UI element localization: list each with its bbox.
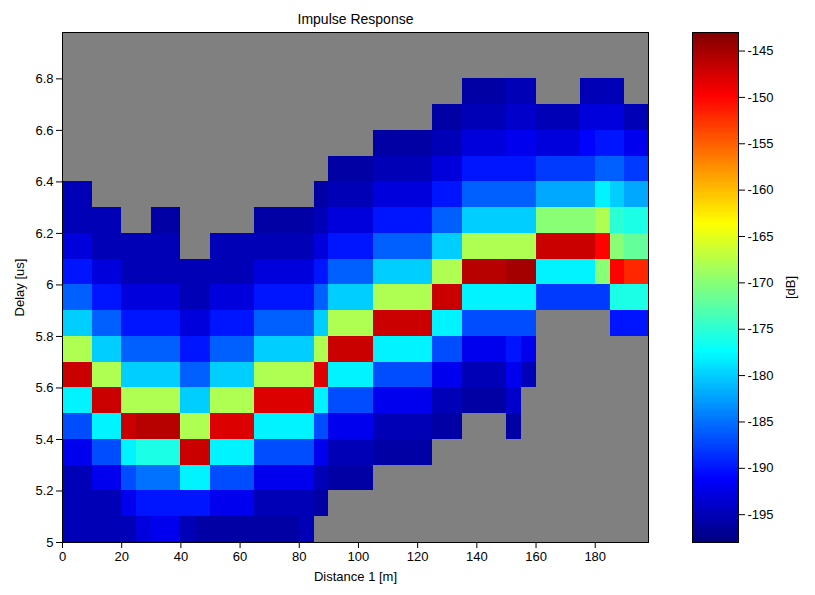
svg-text:0: 0 xyxy=(59,549,66,564)
svg-text:Distance 1 [m]: Distance 1 [m] xyxy=(314,569,397,584)
svg-text:80: 80 xyxy=(292,549,306,564)
svg-text:-185: -185 xyxy=(748,414,774,429)
svg-text:6.6: 6.6 xyxy=(35,123,53,138)
svg-text:-145: -145 xyxy=(748,43,774,58)
svg-text:Impulse Response: Impulse Response xyxy=(298,11,414,27)
svg-text:6: 6 xyxy=(46,277,53,292)
svg-text:20: 20 xyxy=(114,549,128,564)
svg-text:-150: -150 xyxy=(748,90,774,105)
svg-text:Delay [us]: Delay [us] xyxy=(12,259,27,317)
svg-text:160: 160 xyxy=(525,549,547,564)
svg-text:5.2: 5.2 xyxy=(35,483,53,498)
svg-text:5: 5 xyxy=(46,535,53,550)
svg-text:6.4: 6.4 xyxy=(35,174,53,189)
svg-text:100: 100 xyxy=(348,549,370,564)
svg-text:-195: -195 xyxy=(748,507,774,522)
svg-text:6.2: 6.2 xyxy=(35,226,53,241)
svg-text:6.8: 6.8 xyxy=(35,71,53,86)
svg-text:40: 40 xyxy=(174,549,188,564)
svg-text:-170: -170 xyxy=(748,275,774,290)
svg-text:180: 180 xyxy=(584,549,606,564)
svg-text:-175: -175 xyxy=(748,321,774,336)
svg-text:140: 140 xyxy=(466,549,488,564)
svg-text:-190: -190 xyxy=(748,460,774,475)
svg-text:5.8: 5.8 xyxy=(35,329,53,344)
svg-text:120: 120 xyxy=(407,549,429,564)
svg-text:-165: -165 xyxy=(748,229,774,244)
svg-text:60: 60 xyxy=(233,549,247,564)
svg-text:5.4: 5.4 xyxy=(35,432,53,447)
svg-text:-160: -160 xyxy=(748,182,774,197)
svg-text:-155: -155 xyxy=(748,136,774,151)
svg-text:[dB]: [dB] xyxy=(783,276,798,299)
svg-text:5.6: 5.6 xyxy=(35,380,53,395)
svg-text:-180: -180 xyxy=(748,368,774,383)
